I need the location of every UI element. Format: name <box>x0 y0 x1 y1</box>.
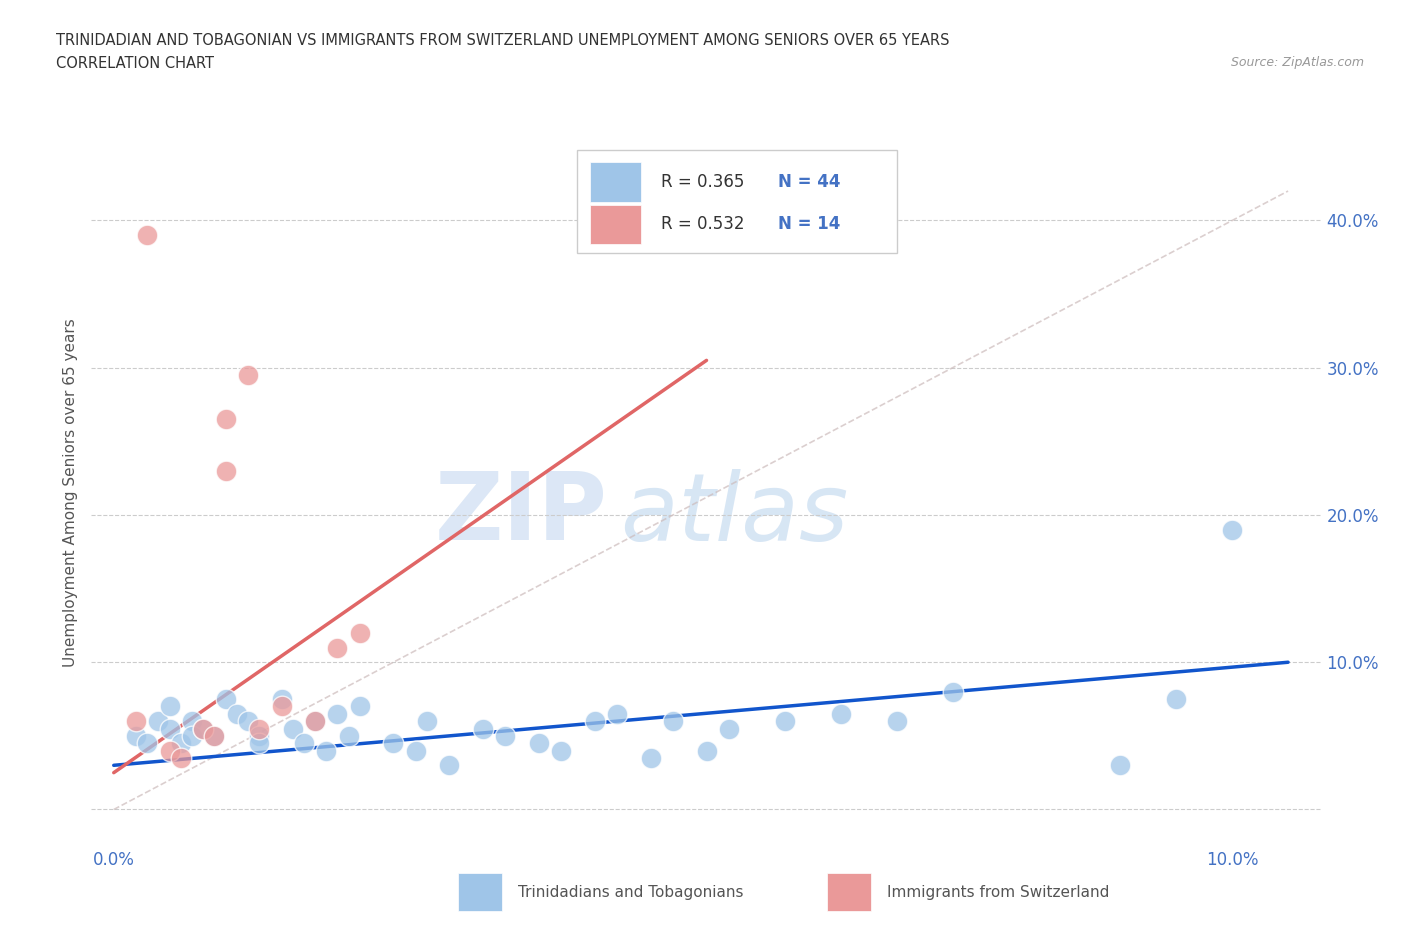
Point <box>695 743 717 758</box>
Point <box>193 721 215 736</box>
Point <box>1166 692 1188 707</box>
Point <box>214 412 236 427</box>
Point <box>830 707 852 722</box>
Point <box>439 758 461 773</box>
Point <box>1220 523 1243 538</box>
Point <box>304 713 326 728</box>
Point <box>304 713 326 728</box>
Point <box>405 743 427 758</box>
Point <box>247 721 270 736</box>
Point <box>170 751 193 765</box>
Point <box>416 713 439 728</box>
FancyBboxPatch shape <box>458 873 502 911</box>
Point <box>148 713 170 728</box>
Point <box>159 699 181 714</box>
Point <box>214 692 236 707</box>
Point <box>170 736 193 751</box>
Point <box>1109 758 1132 773</box>
Point <box>349 699 371 714</box>
Point <box>125 713 148 728</box>
Point <box>281 721 304 736</box>
Point <box>136 228 159 243</box>
Point <box>181 713 204 728</box>
Point <box>326 707 349 722</box>
Point <box>225 707 247 722</box>
Point <box>202 728 225 743</box>
Point <box>640 751 662 765</box>
Point <box>527 736 550 751</box>
FancyBboxPatch shape <box>578 150 897 253</box>
Point <box>247 736 270 751</box>
Point <box>193 721 215 736</box>
Text: ZIP: ZIP <box>436 468 607 560</box>
Text: N = 14: N = 14 <box>778 216 841 233</box>
Point <box>337 728 360 743</box>
Point <box>886 713 908 728</box>
Point <box>326 640 349 655</box>
Point <box>236 367 259 382</box>
Text: R = 0.532: R = 0.532 <box>661 216 745 233</box>
Point <box>159 721 181 736</box>
Point <box>494 728 516 743</box>
Point <box>125 728 148 743</box>
Text: N = 44: N = 44 <box>778 173 841 191</box>
Text: R = 0.365: R = 0.365 <box>661 173 744 191</box>
Text: TRINIDADIAN AND TOBAGONIAN VS IMMIGRANTS FROM SWITZERLAND UNEMPLOYMENT AMONG SEN: TRINIDADIAN AND TOBAGONIAN VS IMMIGRANTS… <box>56 33 949 47</box>
Y-axis label: Unemployment Among Seniors over 65 years: Unemployment Among Seniors over 65 years <box>63 319 79 668</box>
Point <box>717 721 740 736</box>
Point <box>606 707 628 722</box>
Text: CORRELATION CHART: CORRELATION CHART <box>56 56 214 71</box>
Point <box>662 713 685 728</box>
Point <box>159 743 181 758</box>
Point <box>550 743 572 758</box>
Point <box>292 736 315 751</box>
Point <box>202 728 225 743</box>
Point <box>471 721 494 736</box>
Point <box>214 463 236 478</box>
Text: Trinidadians and Tobagonians: Trinidadians and Tobagonians <box>519 884 744 899</box>
Text: Immigrants from Switzerland: Immigrants from Switzerland <box>887 884 1109 899</box>
Point <box>247 728 270 743</box>
Point <box>270 699 292 714</box>
FancyBboxPatch shape <box>589 162 641 202</box>
Point <box>773 713 796 728</box>
Point <box>270 692 292 707</box>
Point <box>315 743 337 758</box>
Point <box>382 736 405 751</box>
Point <box>181 728 204 743</box>
Text: atlas: atlas <box>620 469 849 560</box>
Point <box>349 625 371 640</box>
FancyBboxPatch shape <box>827 873 872 911</box>
Point <box>583 713 606 728</box>
Point <box>236 713 259 728</box>
FancyBboxPatch shape <box>589 205 641 244</box>
Point <box>136 736 159 751</box>
Text: Source: ZipAtlas.com: Source: ZipAtlas.com <box>1230 56 1364 69</box>
Point <box>942 684 965 699</box>
